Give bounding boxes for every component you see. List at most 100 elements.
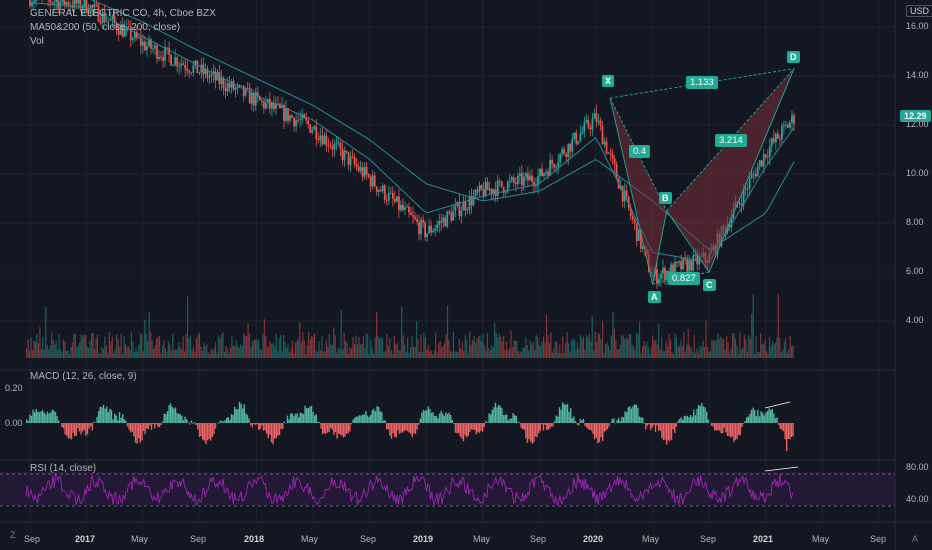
candle-body xyxy=(369,176,372,187)
volume-bar xyxy=(182,336,184,358)
macd-bar xyxy=(534,423,537,437)
volume-bar xyxy=(534,349,536,358)
macd-bar xyxy=(339,423,341,435)
time-tick: May xyxy=(301,534,319,544)
candle-body xyxy=(198,72,201,74)
volume-bar xyxy=(33,340,35,358)
macd-bar xyxy=(85,423,87,436)
macd-bar xyxy=(760,411,762,423)
volume-bar xyxy=(305,353,307,358)
volume-bar xyxy=(105,345,107,358)
volume-bar xyxy=(752,294,754,358)
volume-bar xyxy=(398,349,400,358)
macd-bar xyxy=(154,423,156,429)
macd-bar xyxy=(40,411,42,423)
macd-bar xyxy=(494,402,497,423)
candle-body xyxy=(629,207,632,217)
macd-bar xyxy=(288,419,290,423)
pattern-point-d[interactable]: D xyxy=(787,51,800,63)
volume-bar xyxy=(610,335,613,358)
volume-bar xyxy=(485,351,487,358)
volume-bar xyxy=(315,350,317,358)
auto-scale-icon[interactable]: A xyxy=(912,534,919,544)
volume-bar xyxy=(219,338,221,358)
macd-bar xyxy=(613,418,615,423)
macd-legend[interactable]: MACD (12, 26, close, 9) xyxy=(30,371,137,382)
currency-button[interactable]: USD xyxy=(906,5,932,17)
volume-bar xyxy=(742,347,744,358)
pattern-point-b[interactable]: B xyxy=(659,192,672,204)
volume-bar xyxy=(96,335,99,358)
vol-legend[interactable]: Vol xyxy=(30,36,44,47)
timezone-icon[interactable]: Z xyxy=(10,530,16,540)
candle-body xyxy=(474,189,477,196)
volume-bar xyxy=(565,342,567,358)
macd-bar xyxy=(518,422,521,423)
macd-bar xyxy=(646,423,649,426)
candle-body xyxy=(49,0,52,3)
volume-bar xyxy=(215,342,217,358)
macd-bar xyxy=(510,418,513,423)
macd-bar xyxy=(486,422,489,423)
candle-body xyxy=(220,78,223,85)
candle-body xyxy=(73,0,76,8)
candle-body xyxy=(299,119,302,121)
time-tick: May xyxy=(642,534,660,544)
pattern-point-a[interactable]: A xyxy=(648,291,661,303)
rsi-legend[interactable]: RSI (14, close) xyxy=(30,463,97,474)
macd-bar xyxy=(195,423,197,426)
volume-bar xyxy=(37,343,40,358)
volume-bar xyxy=(644,345,647,358)
candle-body xyxy=(686,259,689,272)
candle-body xyxy=(214,71,217,81)
candle-body xyxy=(404,207,406,211)
macd-bar xyxy=(574,420,577,423)
macd-bar xyxy=(507,420,509,423)
candle-body xyxy=(162,57,164,61)
pattern-point-x[interactable]: X xyxy=(602,75,615,87)
volume-bar xyxy=(711,339,713,358)
macd-bar xyxy=(666,423,668,445)
candle-body xyxy=(575,132,578,144)
candle-body xyxy=(361,167,364,177)
macd-bar xyxy=(200,423,202,436)
macd-bar xyxy=(411,423,413,438)
macd-bar xyxy=(120,417,122,423)
volume-bar xyxy=(130,332,133,358)
pattern-point-c[interactable]: C xyxy=(703,279,716,291)
macd-bar xyxy=(454,423,457,433)
macd-bar xyxy=(517,422,519,423)
candle-body xyxy=(192,65,195,73)
volume-bar xyxy=(277,351,279,358)
volume-bar xyxy=(506,341,508,358)
volume-bar xyxy=(700,347,703,358)
macd-bar xyxy=(488,413,490,423)
candle-body xyxy=(535,185,537,187)
macd-bar xyxy=(282,423,284,430)
macd-bar xyxy=(531,423,533,444)
candle-body xyxy=(232,81,235,90)
volume-bars xyxy=(26,294,794,358)
candle-body xyxy=(81,7,84,9)
candle-body xyxy=(337,142,340,144)
volume-bar xyxy=(197,335,199,358)
volume-bar xyxy=(296,341,298,358)
macd-bar xyxy=(461,423,463,439)
rsi-line xyxy=(25,466,799,507)
macd-bar xyxy=(502,415,505,423)
volume-bar xyxy=(40,349,42,358)
volume-bar xyxy=(699,345,701,358)
candle-body xyxy=(478,185,481,192)
macd-bar xyxy=(678,418,681,423)
volume-bar xyxy=(203,343,205,358)
volume-bar xyxy=(319,350,322,358)
volume-bar xyxy=(625,337,627,358)
volume-bar xyxy=(266,347,268,358)
ma-legend[interactable]: MA50&200 (50, close, 200, close) xyxy=(30,22,181,33)
volume-bar xyxy=(666,346,669,358)
volume-bar xyxy=(463,350,465,358)
price-tick: 10.00 xyxy=(906,168,929,178)
candle-body xyxy=(224,88,227,92)
volume-bar xyxy=(46,344,48,358)
candle-body xyxy=(498,180,501,182)
